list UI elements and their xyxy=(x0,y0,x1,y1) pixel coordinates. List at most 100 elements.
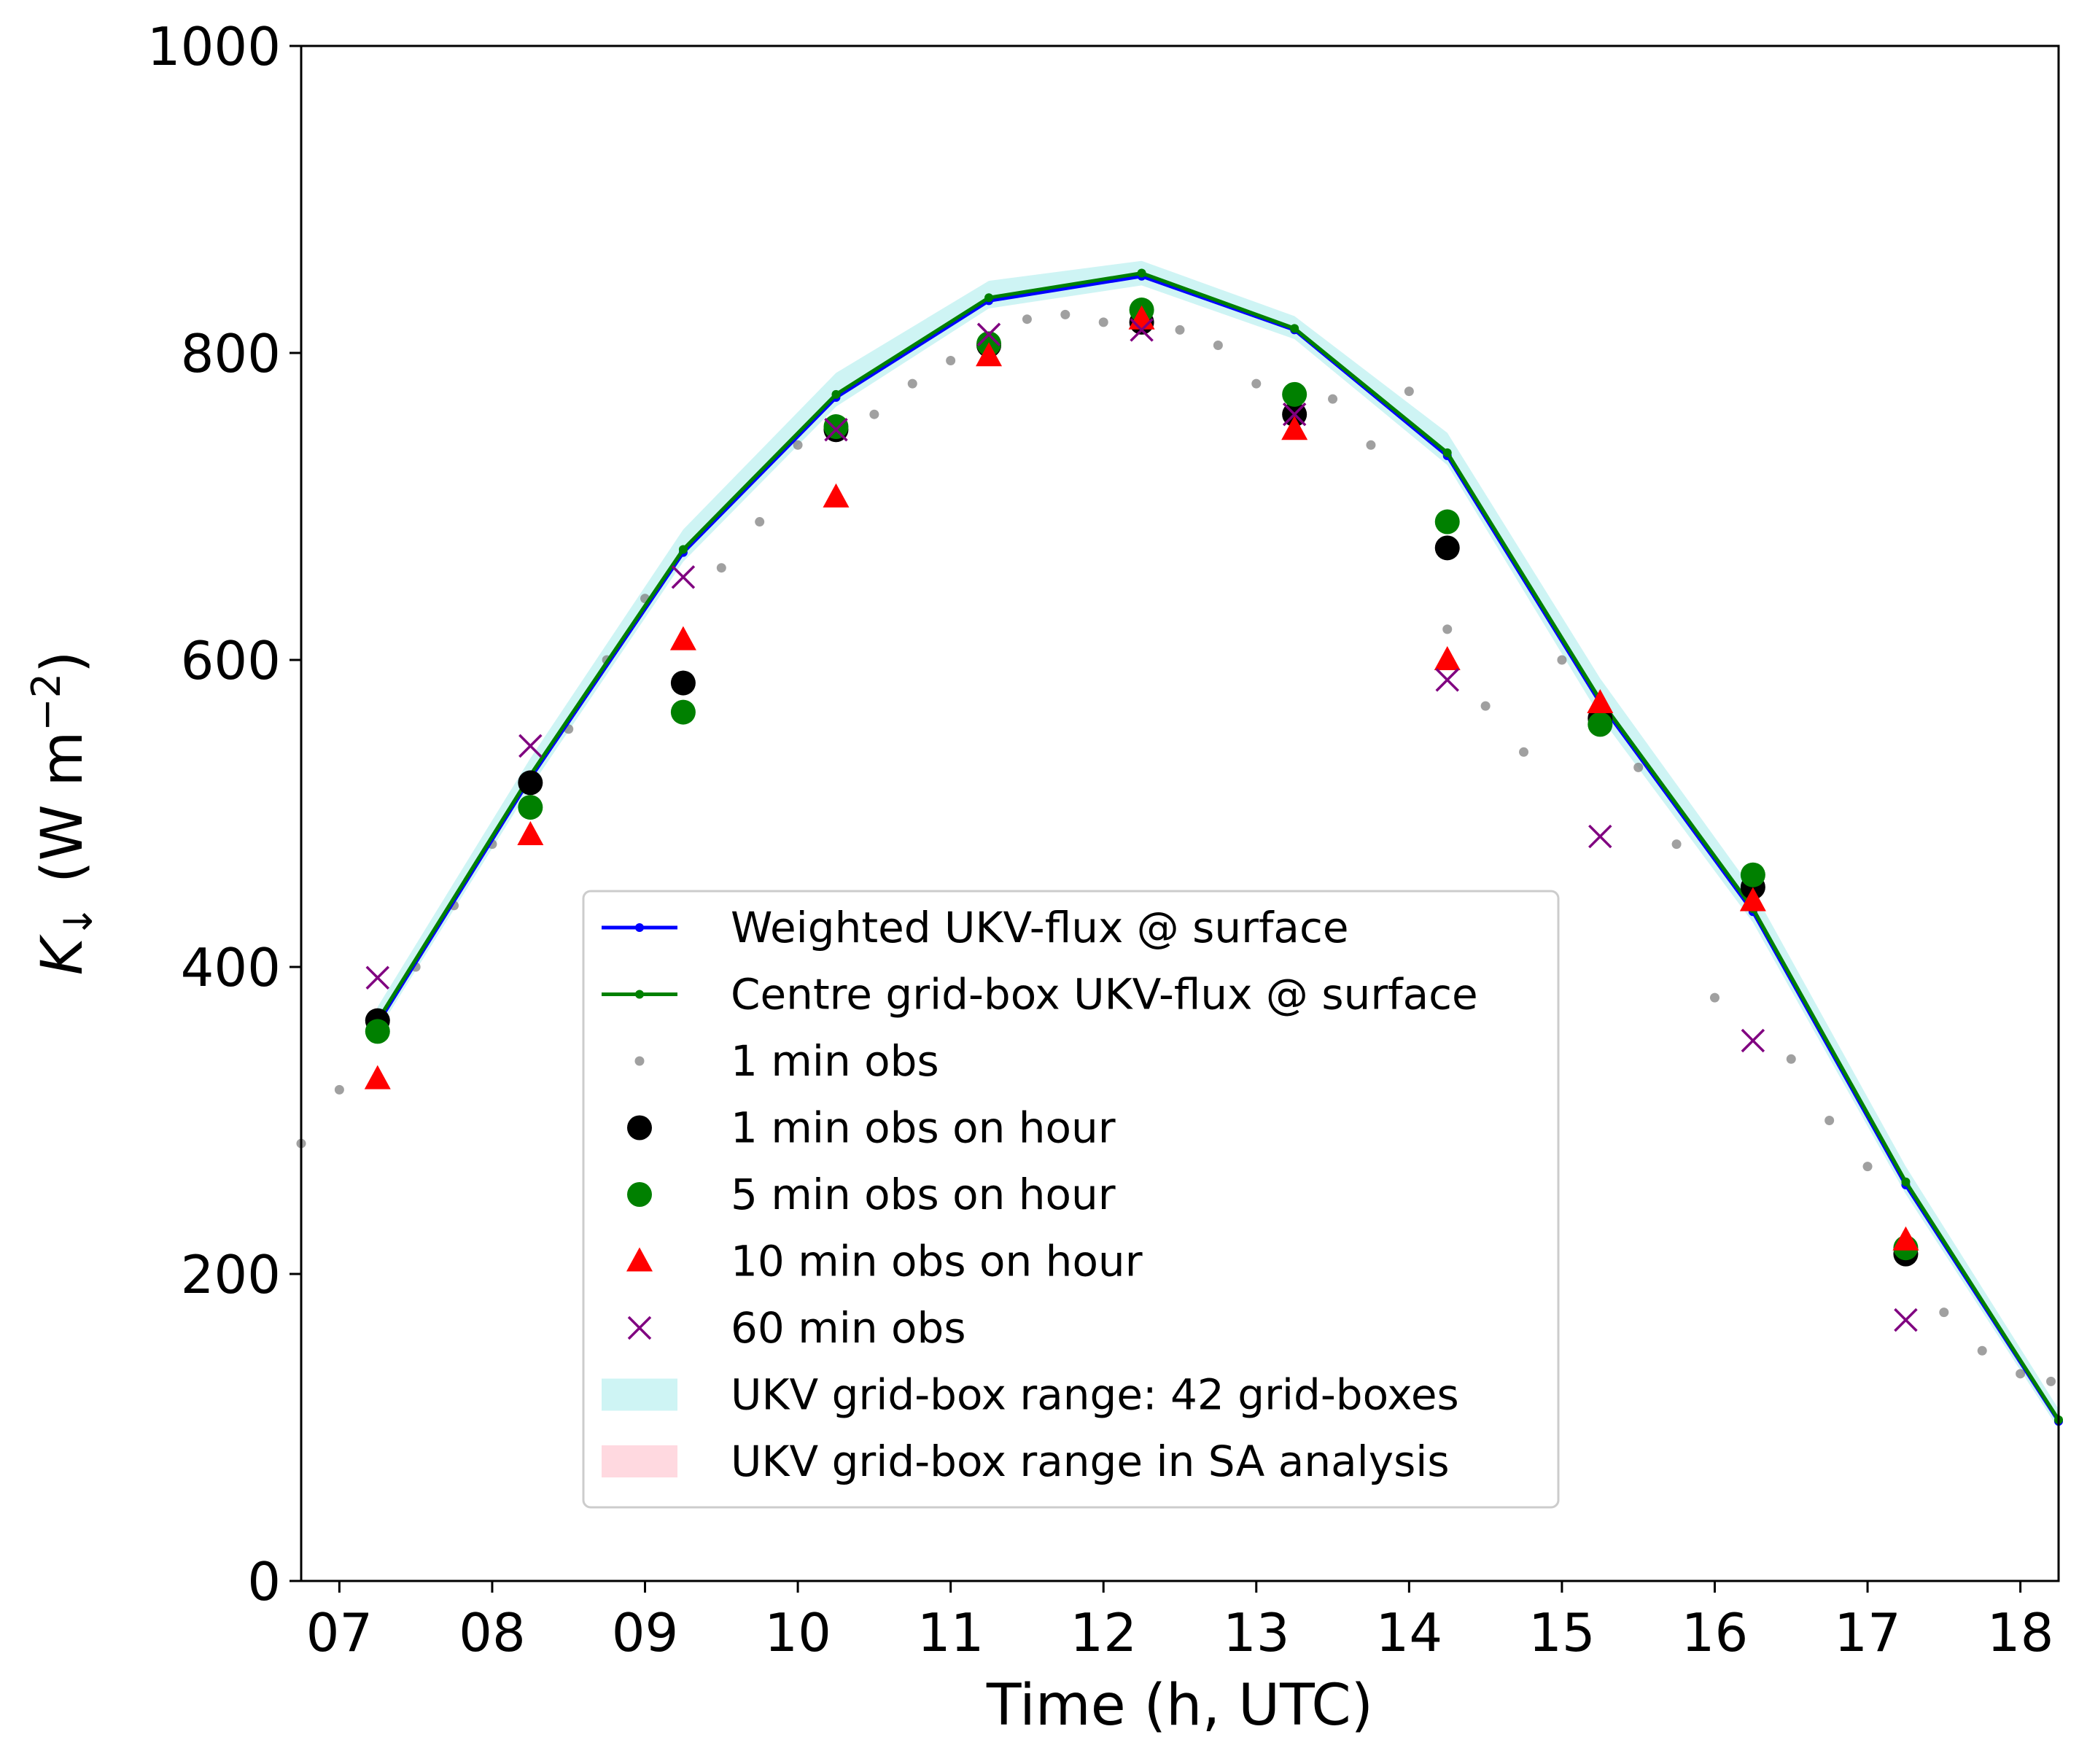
legend-point-handle xyxy=(635,923,644,932)
scatter-point xyxy=(1977,1345,1987,1356)
obs-marker xyxy=(365,965,390,990)
obs-marker xyxy=(518,770,543,796)
x-tick-label: 13 xyxy=(1223,1602,1290,1663)
scatter-point xyxy=(2046,1376,2056,1386)
x-tick-label: 18 xyxy=(1987,1602,2054,1663)
legend-label: 60 min obs xyxy=(731,1303,966,1353)
series-line-point xyxy=(678,545,688,554)
legend-item: 5 min obs on hour xyxy=(627,1170,1116,1219)
x-tick-label: 15 xyxy=(1528,1602,1596,1663)
legend-item: 1 min obs xyxy=(634,1036,939,1086)
legend-item: UKV grid-box range: 42 grid-boxes xyxy=(602,1370,1459,1420)
legend-label: UKV grid-box range in SA analysis xyxy=(731,1437,1450,1486)
legend-item: 1 min obs on hour xyxy=(627,1103,1116,1153)
obs-marker xyxy=(1130,318,1154,342)
x-tick-label: 14 xyxy=(1376,1602,1443,1663)
scatter-point xyxy=(1480,701,1491,711)
obs-marker xyxy=(1434,535,1460,561)
x-axis-label: Time (h, UTC) xyxy=(986,1673,1373,1738)
legend-band-handle xyxy=(602,1445,677,1477)
legend-item: 10 min obs on hour xyxy=(626,1237,1143,1286)
obs-marker xyxy=(670,699,696,725)
obs-marker xyxy=(1434,646,1461,670)
series-line-point xyxy=(984,293,994,303)
y-tick-label: 200 xyxy=(181,1244,281,1305)
y-tick-label: 400 xyxy=(181,937,281,998)
marker-layer xyxy=(364,298,1919,1332)
obs-marker xyxy=(976,322,1001,346)
scatter-point xyxy=(1060,309,1070,319)
legend-frame xyxy=(582,890,1560,1509)
scatter-point xyxy=(1786,1054,1796,1064)
series-line xyxy=(376,271,2061,1421)
y-tick-label: 800 xyxy=(181,323,281,384)
x-tick-label: 07 xyxy=(306,1602,373,1663)
obs-marker xyxy=(518,734,543,758)
legend-marker-handle xyxy=(626,1247,653,1272)
obs-marker xyxy=(1741,1028,1765,1053)
series-line-point xyxy=(1137,268,1146,278)
obs-marker xyxy=(1435,668,1459,692)
x-tick-label: 08 xyxy=(459,1602,526,1663)
scatter-point xyxy=(1862,1162,1873,1172)
y-axis-label-subscript: ↓ xyxy=(55,905,101,938)
obs-marker xyxy=(1588,712,1613,737)
scatter-point xyxy=(716,563,726,573)
series-line-point xyxy=(1442,448,1452,457)
obs-marker xyxy=(1739,887,1766,912)
scatter-point xyxy=(1633,762,1644,772)
series-line-point xyxy=(831,389,841,399)
y-tick-label: 1000 xyxy=(147,16,281,77)
scatter-point xyxy=(1404,386,1414,397)
obs-marker xyxy=(823,414,849,440)
legend-marker-handle xyxy=(627,1316,652,1340)
obs-marker xyxy=(671,565,696,589)
y-tick-label: 600 xyxy=(181,630,281,691)
obs-marker xyxy=(976,342,1003,367)
y-axis-label-close: ) xyxy=(30,651,96,673)
obs-marker xyxy=(1588,824,1612,849)
scatter-point xyxy=(1825,1116,1835,1125)
obs-marker xyxy=(824,418,848,442)
scatter-point xyxy=(334,1084,344,1095)
obs-marker xyxy=(1282,402,1307,427)
scatter-point xyxy=(907,378,917,389)
series-line-point xyxy=(1901,1177,1911,1186)
legend-label: Centre grid-box UKV-flux @ surface xyxy=(731,970,1478,1019)
x-tick-label: 10 xyxy=(764,1602,831,1663)
scatter-point xyxy=(869,409,879,419)
legend-band-handle xyxy=(602,1378,677,1411)
obs-marker xyxy=(669,626,696,650)
scatter-point xyxy=(1175,325,1185,335)
obs-marker xyxy=(1434,509,1460,535)
scatter-point xyxy=(1442,624,1453,634)
obs-marker xyxy=(670,670,696,696)
legend-label: 1 min obs on hour xyxy=(731,1103,1116,1153)
legend-items: Weighted UKV-flux @ surface Centre grid-b… xyxy=(602,903,1478,1486)
obs-marker xyxy=(1281,416,1308,440)
x-tick-label: 09 xyxy=(612,1602,679,1663)
obs-marker xyxy=(364,1065,391,1089)
legend-point-handle xyxy=(635,990,644,999)
x-axis-ticks: 07 08 09 10 11 12 13 14 15 16 17 18 xyxy=(306,1581,2054,1663)
legend-item: Weighted UKV-flux @ surface xyxy=(602,903,1349,952)
scatter-point xyxy=(1328,394,1338,404)
series-line-point xyxy=(1290,324,1299,333)
scatter-point xyxy=(755,517,765,527)
y-axis-label-exponent: −2 xyxy=(23,673,69,731)
scatter-point xyxy=(1709,992,1719,1003)
obs-marker xyxy=(1282,381,1307,407)
plot-area-frame xyxy=(300,44,2060,1582)
y-axis-label-symbol: K xyxy=(30,933,96,975)
obs-marker xyxy=(365,1019,390,1044)
legend: Weighted UKV-flux @ surface Centre grid-b… xyxy=(582,890,1560,1509)
legend-marker-handle xyxy=(627,1115,652,1141)
legend-label: Weighted UKV-flux @ surface xyxy=(731,903,1349,952)
scatter-point xyxy=(2016,1369,2026,1379)
obs-marker xyxy=(823,483,850,508)
obs-marker xyxy=(517,820,544,845)
legend-marker-handle xyxy=(627,1182,652,1207)
legend-label: 5 min obs on hour xyxy=(731,1170,1116,1219)
